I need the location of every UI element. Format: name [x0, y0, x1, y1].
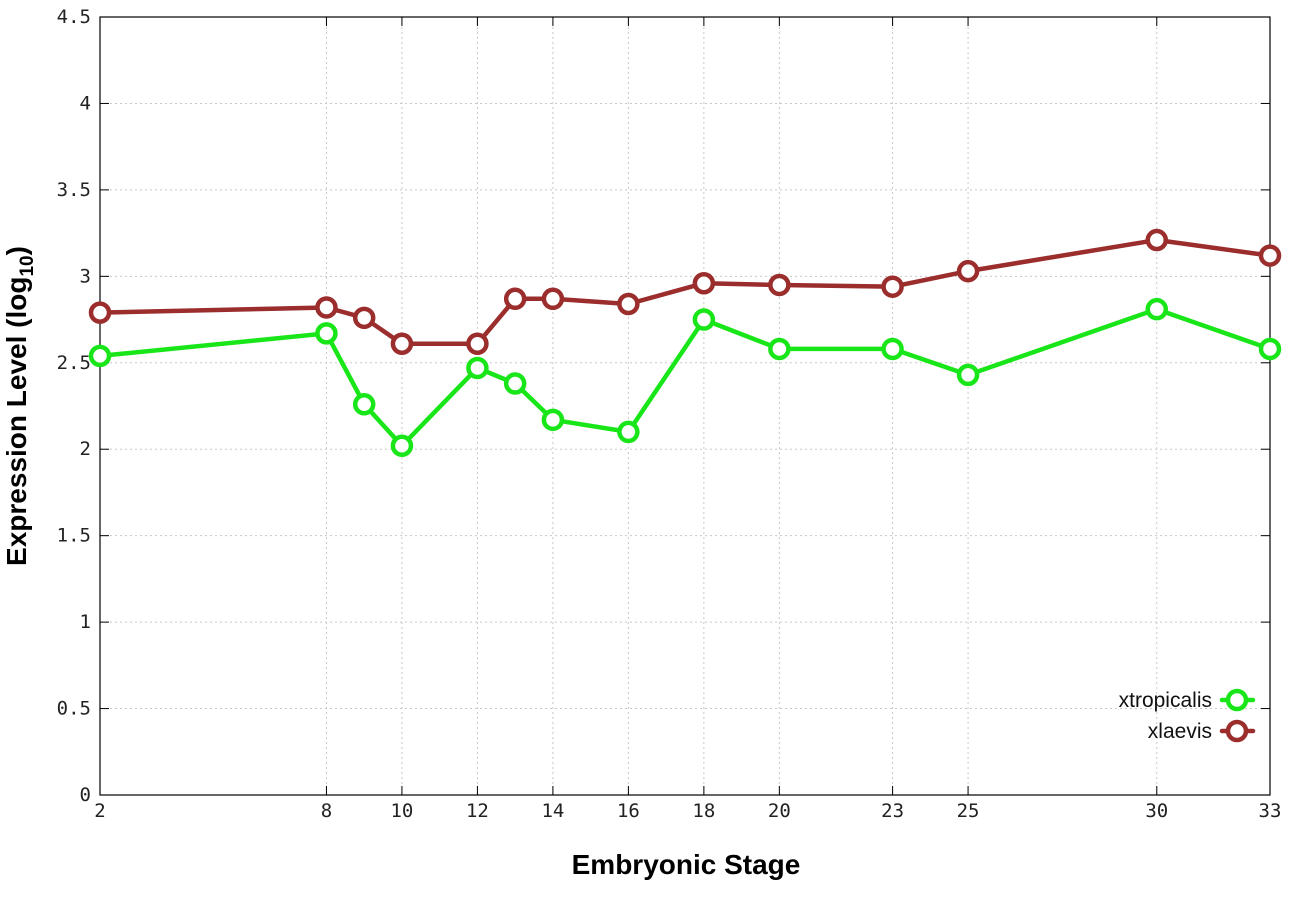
x-axis-title: Embryonic Stage	[572, 849, 801, 880]
x-tick-label: 30	[1145, 800, 1168, 822]
y-tick-label: 1.5	[57, 525, 91, 547]
axis-ticks: 0 0.5 1 1.5 2 2.5 3 3.5 4 4.5 2 8 10 12 14 16 18 20 23 25 30…	[57, 6, 1282, 822]
data-point-xtropicalis	[541, 408, 565, 432]
y-tick-label: 2	[80, 438, 91, 460]
plot-frame	[99, 16, 1271, 796]
data-point-xlaevis	[352, 306, 376, 330]
y-axis-title-close: )	[1, 246, 32, 255]
y-tick-label: 4	[80, 92, 91, 114]
data-point-xtropicalis	[1145, 297, 1169, 321]
data-point-xtropicalis	[503, 372, 527, 395]
data-point-xlaevis	[956, 259, 980, 283]
x-tick-label: 8	[321, 800, 332, 822]
data-point-xlaevis	[466, 332, 489, 356]
data-point-xlaevis	[881, 275, 904, 298]
x-tick-label: 25	[957, 800, 980, 822]
y-axis-title-subscript: 10	[17, 255, 38, 276]
grid-lines	[100, 17, 1270, 795]
y-axis-title: Expression Level (log10)	[1, 246, 38, 566]
data-point-xtropicalis	[390, 434, 414, 458]
legend-marker-xtropicalis	[1225, 688, 1249, 712]
data-point-xlaevis	[1258, 244, 1282, 267]
data-point-xtropicalis	[1258, 337, 1282, 361]
y-tick-label: 1	[80, 611, 91, 633]
y-tick-label: 2.5	[57, 352, 91, 374]
x-tick-label: 20	[768, 800, 791, 822]
data-point-xlaevis	[1145, 228, 1169, 252]
y-tick-label: 0.5	[57, 698, 91, 720]
legend: xtropicalis xlaevis	[1119, 688, 1256, 743]
x-tick-label: 33	[1259, 800, 1282, 822]
data-point-xtropicalis	[466, 356, 489, 380]
data-point-xtropicalis	[88, 344, 112, 368]
x-tick-label: 16	[617, 800, 640, 822]
y-tick-label: 3.5	[57, 179, 91, 201]
y-tick-label: 0	[80, 784, 91, 806]
x-tick-label: 10	[390, 800, 413, 822]
data-point-xtropicalis	[315, 322, 338, 345]
data-point-xtropicalis	[956, 363, 980, 387]
data-point-xlaevis	[88, 301, 112, 324]
data-point-xlaevis	[768, 273, 791, 297]
data-point-xlaevis	[390, 332, 414, 356]
y-tick-label: 4.5	[57, 6, 91, 28]
legend-label-xtropicalis: xtropicalis	[1119, 689, 1212, 712]
legend-label-xlaevis: xlaevis	[1148, 720, 1212, 743]
series-line-xlaevis	[97, 237, 1273, 347]
data-point-xlaevis	[541, 287, 565, 311]
y-tick-label: 3	[80, 265, 91, 287]
x-tick-label: 23	[881, 800, 904, 822]
data-point-xlaevis	[503, 287, 527, 311]
series-line-xtropicalis	[97, 306, 1273, 449]
legend-marker-xlaevis	[1225, 719, 1249, 743]
data-point-xlaevis	[692, 271, 716, 295]
data-point-xtropicalis	[768, 337, 791, 361]
series-layer	[88, 228, 1282, 458]
x-tick-label: 2	[94, 800, 105, 822]
data-point-xtropicalis	[617, 420, 640, 444]
data-point-xtropicalis	[881, 337, 904, 361]
x-tick-label: 14	[541, 800, 564, 822]
data-point-xtropicalis	[352, 393, 376, 416]
x-tick-label: 18	[692, 800, 715, 822]
data-point-xtropicalis	[692, 308, 716, 331]
data-point-xlaevis	[617, 292, 640, 316]
x-tick-label: 12	[466, 800, 489, 822]
y-axis-title-main: Expression Level (log	[1, 277, 32, 566]
data-point-xlaevis	[315, 296, 338, 319]
